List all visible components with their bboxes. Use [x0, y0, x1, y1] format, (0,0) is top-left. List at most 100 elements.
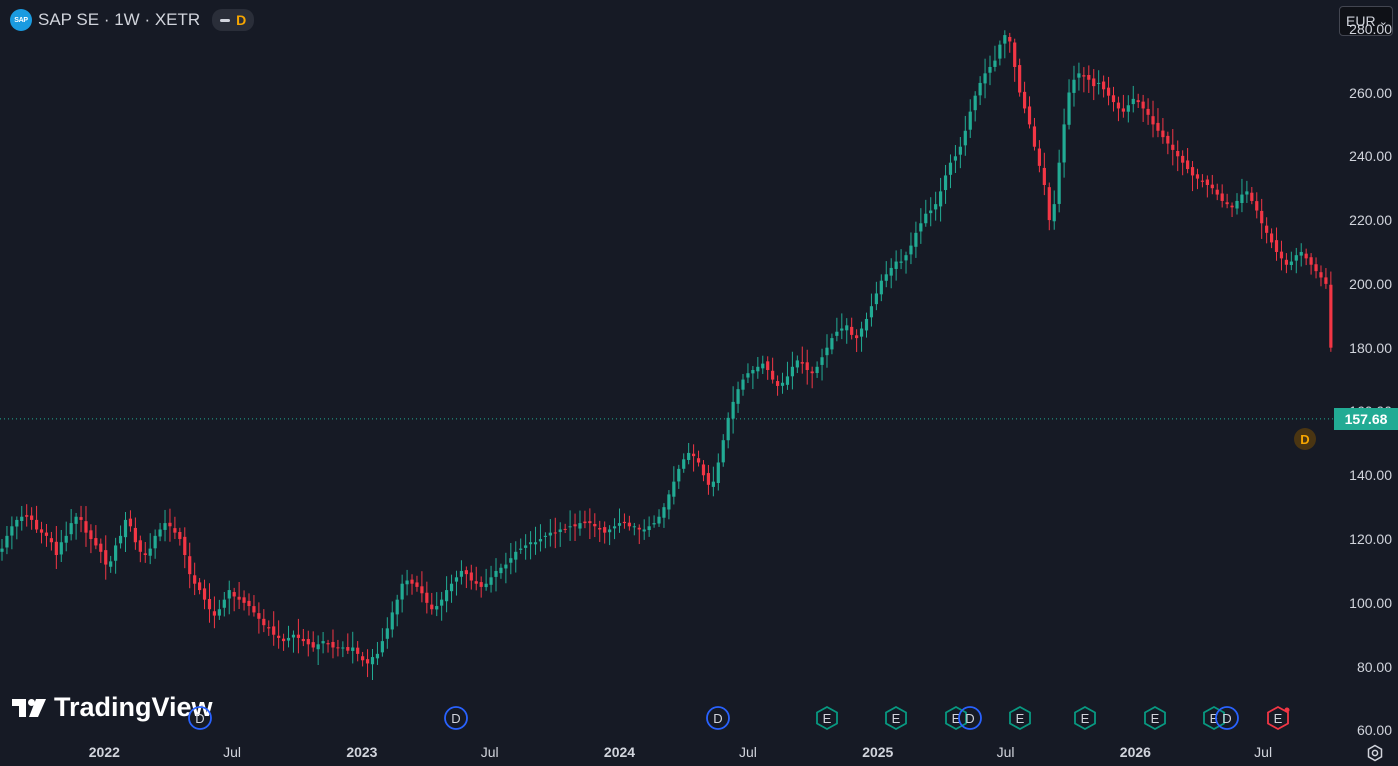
candle-body: [499, 567, 503, 574]
candle: [830, 333, 834, 355]
candle-body: [118, 535, 123, 544]
earnings-marker-icon[interactable]: E: [1007, 705, 1033, 731]
candle: [380, 628, 384, 657]
candle: [1151, 100, 1155, 138]
candle: [627, 515, 631, 531]
time-axis[interactable]: 2022 Jul 2023 Jul 2024 Jul 2025 Jul 2026 Jul: [0, 740, 1333, 766]
candle: [1269, 228, 1274, 249]
settings-icon[interactable]: [1366, 744, 1384, 762]
candle: [1161, 118, 1165, 144]
candle-body: [1324, 277, 1328, 284]
candle-body: [440, 599, 444, 606]
candle-body: [519, 548, 523, 550]
candle: [943, 164, 948, 204]
dividend-marker-icon[interactable]: D: [187, 705, 213, 731]
candle-body: [1057, 162, 1061, 204]
dividend-marker-icon[interactable]: D: [1214, 705, 1240, 731]
chart-canvas[interactable]: [0, 0, 1333, 740]
dividend-price-marker[interactable]: D: [1294, 428, 1316, 450]
candle-body: [336, 647, 340, 649]
candle: [766, 356, 770, 380]
earnings-marker-icon[interactable]: E: [814, 705, 840, 731]
candle-body: [301, 638, 305, 642]
candle-body: [573, 524, 577, 527]
candle: [435, 592, 439, 617]
candle: [321, 632, 325, 654]
candle: [524, 534, 528, 560]
delayed-badge: D: [236, 12, 247, 28]
earnings-marker-icon[interactable]: E: [1142, 705, 1168, 731]
candle-body: [272, 626, 276, 635]
dividend-marker-icon[interactable]: D: [443, 705, 469, 731]
candle-body: [608, 529, 612, 533]
candle: [533, 526, 538, 555]
candle: [420, 571, 424, 603]
candle: [825, 334, 829, 368]
earnings-marker-icon[interactable]: E: [883, 705, 909, 731]
candle-body: [553, 532, 557, 534]
earnings-marker-icon[interactable]: E: [943, 705, 969, 731]
data-status-pill[interactable]: D: [212, 9, 255, 31]
candle: [859, 321, 864, 352]
candle-body: [914, 232, 918, 247]
candle: [800, 346, 804, 374]
candle: [1260, 198, 1264, 239]
symbol-title[interactable]: SAP SE · 1W · XETR: [38, 10, 201, 29]
candle: [459, 560, 464, 585]
candle: [924, 199, 928, 227]
candle: [1062, 108, 1066, 178]
candle-body: [341, 647, 345, 649]
candle-body: [281, 638, 286, 642]
candle: [1126, 95, 1130, 123]
earnings-marker-icon[interactable]: E: [1265, 705, 1291, 731]
dividend-marker-icon[interactable]: D: [705, 705, 731, 731]
candle-body: [934, 204, 938, 210]
candle: [1097, 70, 1101, 95]
price-axis[interactable]: EUR ⌄ 280.00 260.00 240.00 220.00 200.00 180.…: [1333, 0, 1398, 740]
candle: [1309, 253, 1313, 275]
candle-body: [1195, 174, 1200, 179]
candle-body: [445, 590, 449, 602]
candle: [1008, 32, 1012, 53]
candle-body: [1279, 251, 1284, 259]
candle-body: [924, 213, 928, 224]
candle-body: [1156, 122, 1160, 131]
symbol-legend[interactable]: SAP SAP SE · 1W · XETR D: [10, 9, 255, 31]
candle-body: [716, 462, 720, 483]
candle-body: [528, 542, 533, 545]
candle: [998, 40, 1002, 66]
candle: [993, 45, 997, 72]
candle-body: [736, 389, 740, 404]
candle: [929, 197, 933, 227]
candle: [1274, 227, 1279, 261]
candle-body: [1274, 240, 1279, 252]
candle: [296, 618, 300, 654]
candle-body: [59, 542, 63, 555]
candle-body: [1181, 155, 1185, 163]
dividend-marker-icon[interactable]: D: [957, 705, 983, 731]
candle: [405, 569, 409, 596]
earnings-marker-icon[interactable]: E: [1072, 705, 1098, 731]
candle: [1027, 96, 1032, 129]
candle: [301, 628, 305, 647]
candle: [365, 649, 370, 678]
candle-body: [617, 523, 622, 526]
svg-text:E: E: [1210, 711, 1219, 726]
candle: [499, 563, 503, 579]
candle: [889, 258, 893, 289]
svg-text:E: E: [1274, 711, 1283, 726]
candle: [909, 232, 913, 265]
candle-body: [543, 535, 547, 537]
candle: [217, 599, 221, 620]
candle-body: [845, 325, 849, 331]
candle-body: [1106, 87, 1111, 96]
candle-body: [400, 583, 404, 600]
earnings-marker-icon[interactable]: E: [1201, 705, 1227, 731]
currency-select[interactable]: EUR ⌄: [1339, 6, 1393, 36]
candle-body: [1018, 65, 1022, 93]
candle: [1181, 150, 1185, 176]
candle-body: [252, 606, 256, 613]
candle: [178, 527, 182, 546]
candle: [820, 348, 824, 381]
candle-body: [988, 66, 992, 73]
